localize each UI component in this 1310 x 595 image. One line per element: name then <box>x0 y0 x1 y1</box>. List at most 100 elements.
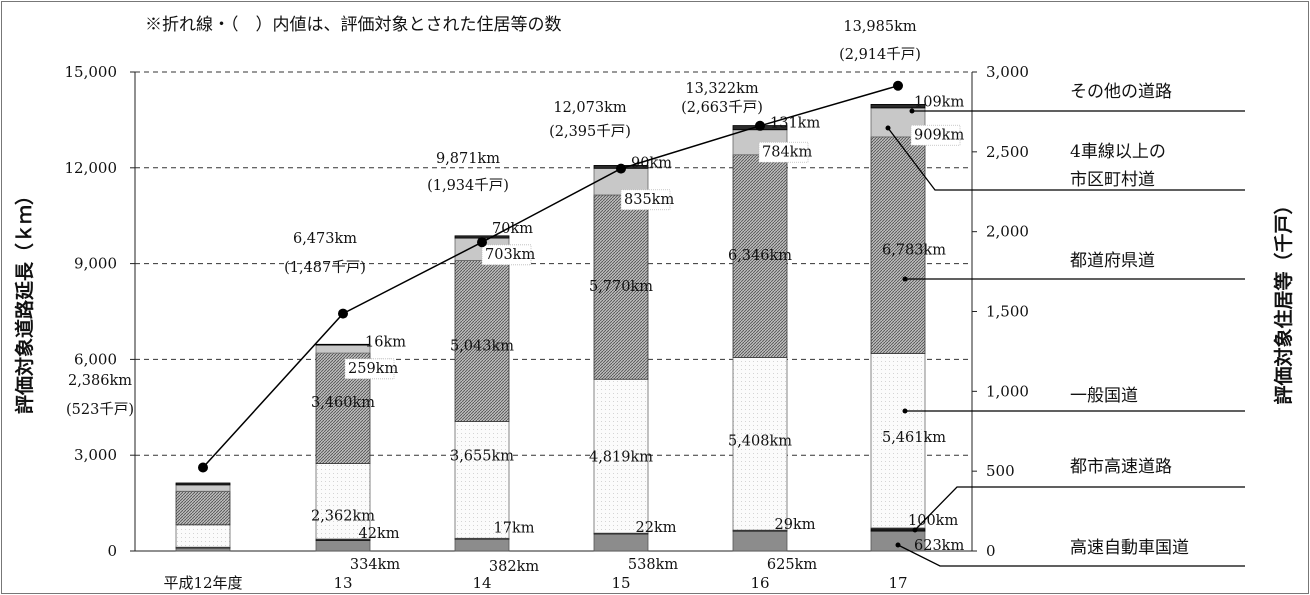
households-point <box>755 120 765 131</box>
segment-label: 334km <box>350 557 400 573</box>
segment-label: 3,655km <box>450 449 514 465</box>
segment-label: 131km <box>770 116 820 132</box>
y-tick-label: 15,000 <box>65 63 118 81</box>
y2-tick-label: 500 <box>986 462 1015 480</box>
legend-label: 都道府県道 <box>1070 251 1155 271</box>
total-length-label: 2,386km <box>68 373 132 389</box>
x-tick-label: 16 <box>750 574 769 592</box>
segment-label: 29km <box>775 517 816 533</box>
segment-label: 4,819km <box>589 449 653 465</box>
segment-label-group: 4,819km <box>589 449 653 465</box>
legend-leader-dot <box>902 408 908 414</box>
x-tick-label: 14 <box>472 574 491 592</box>
bar-segment <box>175 482 231 486</box>
households-point <box>893 80 903 91</box>
y-tick-label: 12,000 <box>65 159 118 177</box>
y-tick-label: 6,000 <box>74 350 117 368</box>
total-labels: 2,386km (523千戸) 6,473km (1,487千戸) 9,871km (1,… <box>66 19 921 418</box>
segment-label: 784km <box>762 144 812 160</box>
total-length-label: 12,073km <box>553 100 627 116</box>
legend-leader-urban-expressway <box>914 486 1245 531</box>
segment-label-group: 382km <box>489 559 539 575</box>
segment-label: 22km <box>636 520 677 536</box>
chart-title: ※折れ線・（ ）内値は、評価対象とされた住居等の数 <box>145 15 562 35</box>
bar-segment <box>870 353 926 529</box>
segment-label: 623km <box>914 538 964 554</box>
bar-segment <box>870 136 926 354</box>
segment-label-group: 90km <box>631 155 672 171</box>
segment-label-group: 131km <box>770 116 820 132</box>
segment-label: 625km <box>767 557 817 573</box>
segment-label: 5,043km <box>450 338 514 354</box>
y-tick-label: 9,000 <box>74 255 117 273</box>
bar-segment <box>454 538 510 552</box>
segment-label: 109km <box>914 94 964 110</box>
segment-label: 382km <box>489 559 539 575</box>
total-households-label: (523千戸) <box>66 401 134 418</box>
bar-segment <box>454 260 510 422</box>
bar-segment <box>732 154 788 358</box>
segment-label: 6,346km <box>728 248 792 264</box>
segment-label: 5,408km <box>728 433 792 449</box>
legend-label: 4車線以上の <box>1070 142 1166 162</box>
segment-label: 538km <box>628 557 678 573</box>
y2-tick-label: 2,000 <box>986 223 1029 241</box>
segment-label-group: 623km <box>914 538 964 554</box>
segment-label: 90km <box>631 155 672 171</box>
legend-leader-dot <box>895 542 901 548</box>
segment-label: 703km <box>485 247 535 263</box>
segment-label-group: 22km <box>636 520 677 536</box>
x-tick-label: 平成12年度 <box>163 574 242 592</box>
segment-label: 259km <box>348 361 398 377</box>
bar-segment <box>593 533 649 552</box>
y-tick-label: 0 <box>107 542 117 560</box>
segment-label: 2,362km <box>311 509 375 525</box>
households-line <box>198 80 903 473</box>
bar-segment <box>593 378 649 534</box>
households-point <box>198 462 208 473</box>
y-tick-label: 3,000 <box>74 446 117 464</box>
segment-label: 17km <box>494 520 535 536</box>
segment-label-box <box>620 189 671 211</box>
segment-label-group: 259km <box>344 358 398 380</box>
bar-segment <box>454 421 510 539</box>
segment-label-box <box>910 124 961 146</box>
y2-tick-label: 0 <box>986 542 996 560</box>
legend-leader-dot <box>909 108 915 114</box>
segment-label-group: 538km <box>628 557 678 573</box>
total-households-label: (2,663千戸) <box>681 99 763 116</box>
segment-label-group: 6,783km <box>882 242 946 258</box>
households-point <box>338 308 348 319</box>
gridlines <box>135 71 972 456</box>
y2-tick-label: 3,000 <box>986 63 1029 81</box>
bar-segment <box>175 484 231 492</box>
legend-leader-dot <box>885 125 891 131</box>
segment-label-group: 5,408km <box>728 433 792 449</box>
segment-label: 42km <box>359 526 400 542</box>
total-length-label: 9,871km <box>436 151 500 167</box>
segment-label: 5,461km <box>882 430 946 446</box>
households-point <box>477 237 487 248</box>
bar-segment <box>593 194 649 380</box>
y2-tick-label: 2,500 <box>986 143 1029 161</box>
segment-label-group: 16km <box>365 334 406 350</box>
x-tick-label: 13 <box>333 574 352 592</box>
segment-label-group: 42km <box>359 526 400 542</box>
segment-label-group: 100km <box>908 513 958 529</box>
segment-label: 6,783km <box>882 242 946 258</box>
segment-label: 909km <box>914 127 964 143</box>
total-length-label: 6,473km <box>293 231 357 247</box>
y2-tick-label: 1,000 <box>986 382 1029 400</box>
bar-segment <box>870 104 926 109</box>
segment-label: 3,460km <box>311 395 375 411</box>
segment-label-group: 6,346km <box>728 248 792 264</box>
segment-label-group: 109km <box>914 94 964 110</box>
y2-axis-title: 評価対象住居等（千戸） <box>1272 195 1295 404</box>
segment-label-group: 3,655km <box>450 449 514 465</box>
segment-label-box <box>481 244 532 266</box>
